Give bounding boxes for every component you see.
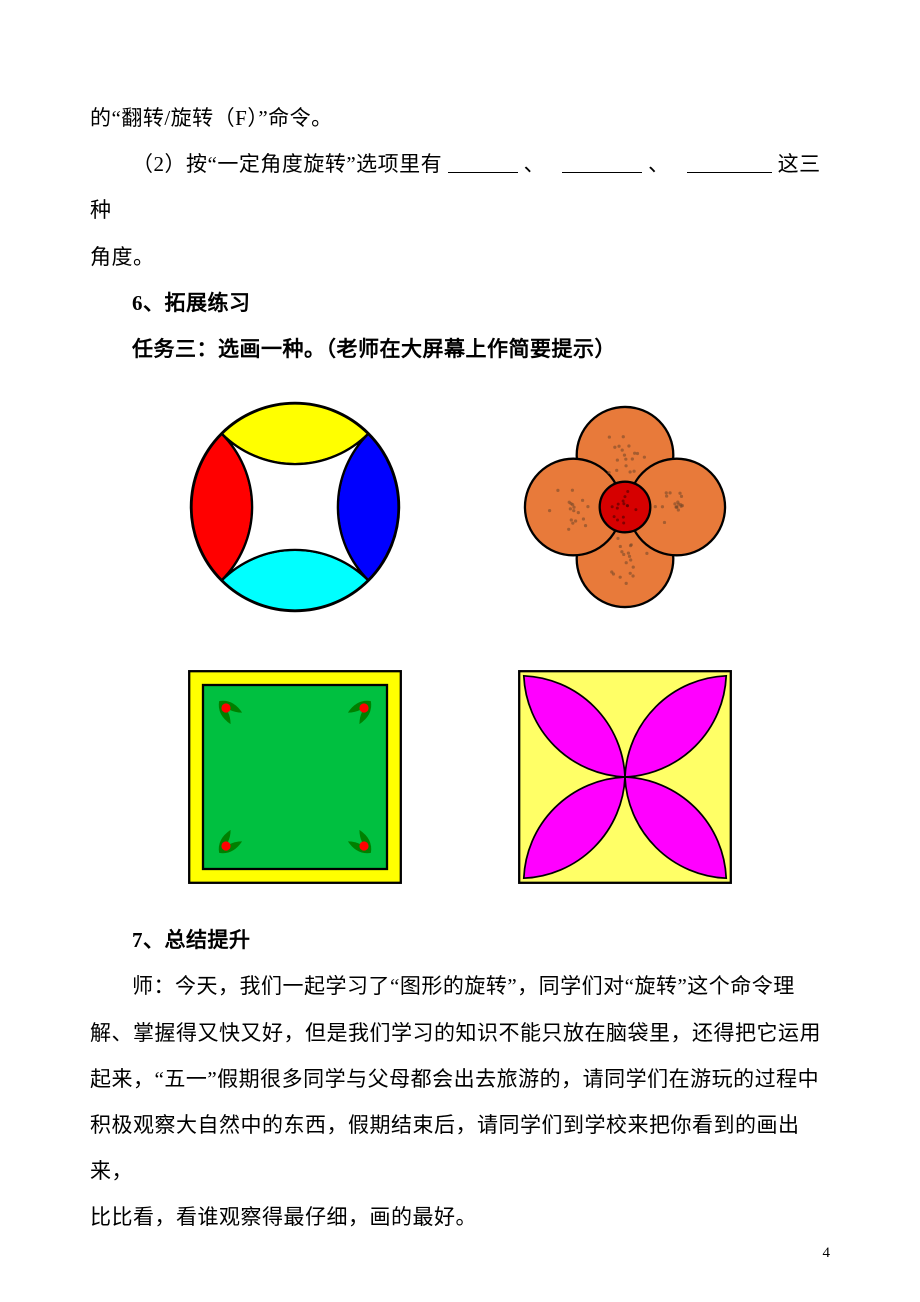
figure-magenta-petals xyxy=(510,662,740,892)
text-before-blanks: （2）按“一定角度旋转”选项里有 xyxy=(132,152,442,176)
summary-line-5: 比比看，看谁观察得最仔细，画的最好。 xyxy=(90,1194,830,1240)
summary-line-4: 积极观察大自然中的东西，假期结束后，请同学们到学校来把你看到的画出来， xyxy=(90,1102,830,1194)
figure-circle-petals xyxy=(180,392,410,622)
heading-7: 7、总结提升 xyxy=(90,917,830,963)
task-3-heading: 任务三：选画一种。（老师在大屏幕上作简要提示） xyxy=(90,326,830,372)
figure-green-square xyxy=(180,662,410,892)
blank-2 xyxy=(562,151,642,173)
summary-line-2: 解、掌握得又快又好，但是我们学习的知识不能只放在脑袋里，还得把它运用 xyxy=(90,1010,830,1056)
summary-line-1: 师：今天，我们一起学习了“图形的旋转”，同学们对“旋转”这个命令理 xyxy=(90,963,830,1009)
blank-3 xyxy=(687,151,772,173)
heading-6: 6、拓展练习 xyxy=(90,280,830,326)
blank-1 xyxy=(448,151,518,173)
document-page: 的“翻转/旋转（F）”命令。 （2）按“一定角度旋转”选项里有 、 、 这三种 … xyxy=(0,0,920,1302)
para-line-2: （2）按“一定角度旋转”选项里有 、 、 这三种 xyxy=(90,141,830,233)
para-line-3: 角度。 xyxy=(90,234,830,280)
sep-1: 、 xyxy=(524,152,546,176)
figure-flower-clover xyxy=(510,392,740,622)
para-line-1: 的“翻转/旋转（F）”命令。 xyxy=(90,95,830,141)
page-number: 4 xyxy=(823,1245,831,1262)
sep-2: 、 xyxy=(648,152,670,176)
figure-grid xyxy=(130,392,790,892)
summary-line-3: 起来，“五一”假期很多同学与父母都会出去旅游的，请同学们在游玩的过程中 xyxy=(90,1056,830,1102)
